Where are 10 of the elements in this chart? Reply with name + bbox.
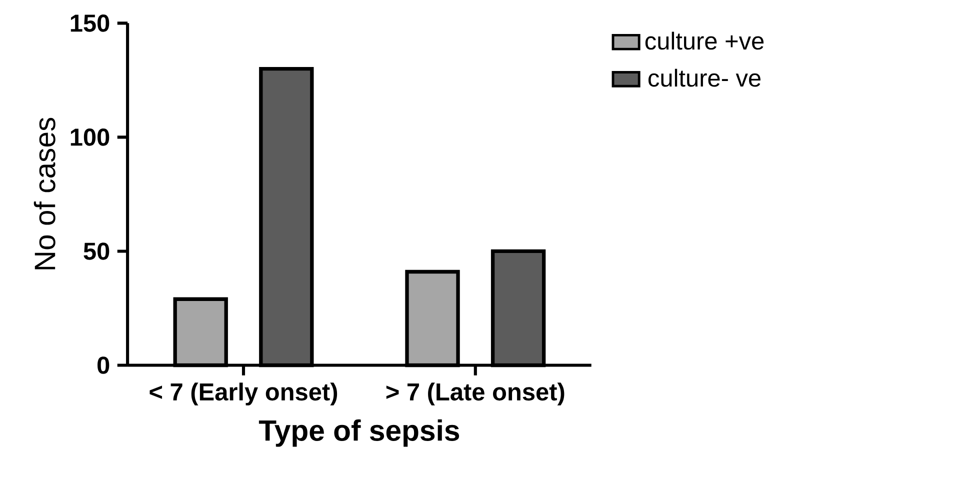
legend-label: culture- ve bbox=[648, 68, 760, 87]
legend-label: culture +ve bbox=[645, 32, 764, 50]
x-tick-label: > 7 (Late onset) bbox=[386, 382, 564, 406]
y-tick-label: 0 bbox=[98, 356, 110, 374]
x-tick-label: < 7 (Early onset) bbox=[150, 382, 338, 406]
y-tick-label: 100 bbox=[70, 128, 110, 146]
y-tick-label: 50 bbox=[84, 242, 110, 260]
y-axis-title: No of cases bbox=[34, 118, 56, 270]
y-tick-label: 150 bbox=[70, 14, 110, 32]
x-axis-title: Type of sepsis bbox=[258, 420, 460, 447]
